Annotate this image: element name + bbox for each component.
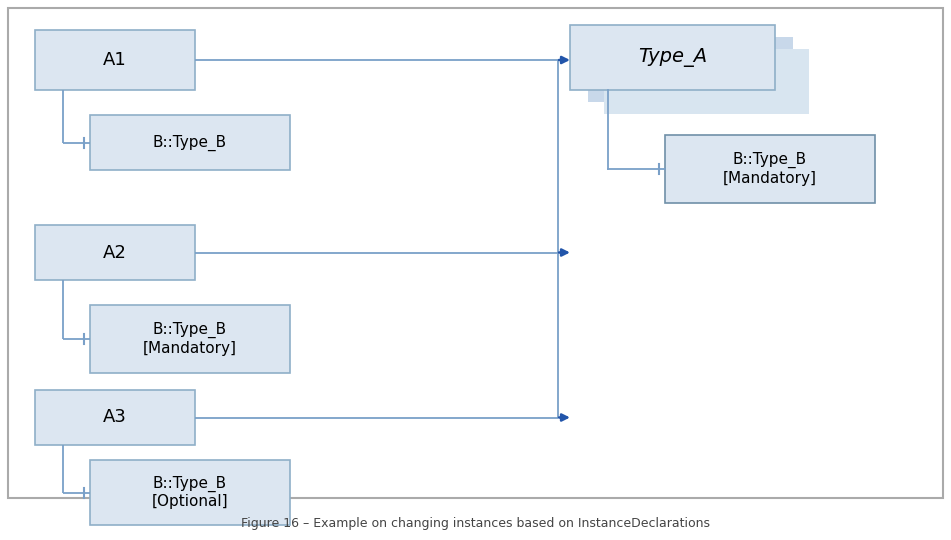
Text: B::Type_B
[Optional]: B::Type_B [Optional]	[152, 476, 228, 509]
Bar	[90, 460, 290, 525]
Text: A3: A3	[103, 408, 126, 427]
Text: Figure 16 – Example on changing instances based on InstanceDeclarations: Figure 16 – Example on changing instance…	[241, 517, 710, 530]
Bar	[588, 37, 793, 102]
Bar	[604, 49, 809, 114]
Text: Type_A: Type_A	[638, 48, 707, 67]
Bar	[90, 305, 290, 373]
Bar	[35, 225, 195, 280]
Bar	[570, 25, 775, 90]
Bar	[35, 390, 195, 445]
Text: B::Type_B: B::Type_B	[153, 134, 227, 151]
Bar	[90, 115, 290, 170]
Text: A1: A1	[103, 51, 126, 69]
Bar	[665, 135, 875, 203]
Text: B::Type_B
[Mandatory]: B::Type_B [Mandatory]	[723, 152, 817, 186]
Text: B::Type_B
[Mandatory]: B::Type_B [Mandatory]	[143, 322, 237, 356]
Bar	[35, 30, 195, 90]
Text: A2: A2	[103, 244, 126, 261]
